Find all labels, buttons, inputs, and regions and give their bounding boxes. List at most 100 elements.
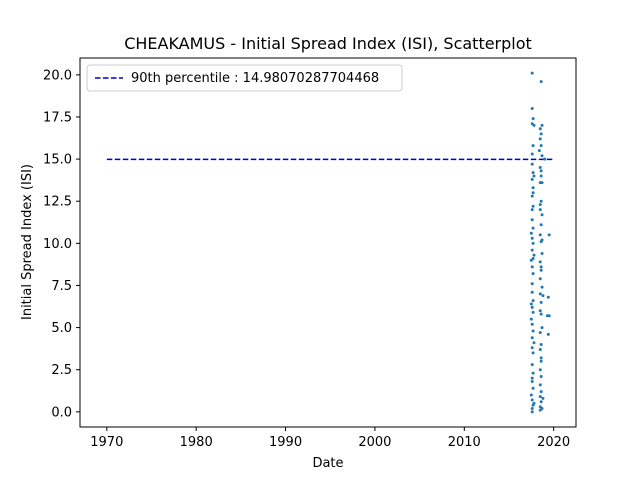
data-point [530,162,534,166]
data-point [540,181,544,185]
data-point [532,253,536,257]
data-point [531,329,535,333]
y-tick-label: 10.0 [43,237,72,252]
data-point [530,71,534,75]
data-point [546,332,550,336]
data-point [531,204,535,208]
data-point [538,233,542,237]
data-point [539,144,543,148]
data-point [543,157,547,161]
y-tick-label: 2.5 [51,363,72,378]
data-point [531,117,535,121]
data-point [531,191,535,195]
legend-label: 90th percentile : 14.98070287704468 [131,71,379,86]
data-point [538,137,542,141]
data-point [532,341,536,345]
data-point [539,199,543,203]
data-point [530,363,534,367]
data-point [539,80,543,84]
y-tick-label: 5.0 [51,321,72,336]
data-point [539,400,543,404]
data-point [539,390,543,394]
data-point [538,368,542,372]
x-tick-label: 1970 [90,435,123,450]
data-point [540,326,544,330]
y-tick-label: 17.5 [43,110,72,125]
data-point [541,396,545,400]
data-point [531,241,535,245]
data-point [530,152,534,156]
x-tick-label: 1980 [180,435,213,450]
x-axis: 1970 1980 1990 2000 2010 2020 [90,427,570,450]
data-point [530,322,534,326]
data-point [539,359,543,363]
data-point [529,302,533,306]
data-point [530,380,534,384]
x-tick-label: 2020 [537,435,570,450]
data-point [540,123,544,127]
data-point [540,251,544,255]
data-point [531,171,535,175]
y-tick-label: 20.0 [43,68,72,83]
data-point [547,233,551,237]
data-point [531,144,535,148]
data-point [538,395,542,399]
data-point [540,238,544,242]
data-point [538,203,542,207]
data-point [530,236,534,240]
data-point [529,393,533,397]
data-point [539,169,543,173]
data-point [531,351,535,355]
y-axis-label: Initial Spread Index (ISI) [20,164,35,320]
legend: 90th percentile : 14.98070287704468 [86,64,403,92]
data-point [529,317,533,321]
data-point [531,272,535,276]
data-point [539,132,543,136]
data-point [530,346,534,350]
x-axis-label: Date [312,456,343,471]
data-point [546,295,550,299]
y-tick-label: 15.0 [43,153,72,168]
data-point [532,123,536,127]
data-point [539,374,543,378]
x-tick-label: 2000 [358,435,391,450]
data-point [539,342,543,346]
data-point [540,213,544,217]
data-point [539,312,543,316]
x-tick-label: 1990 [269,435,302,450]
data-point [538,331,542,335]
data-point [530,305,534,309]
data-point [532,174,536,178]
data-point [538,292,542,296]
data-point [531,226,535,230]
data-point [531,371,535,375]
data-point [539,223,543,227]
data-point [539,356,543,360]
data-point [540,154,544,158]
data-point [539,265,543,269]
y-tick-label: 12.5 [43,195,72,210]
data-point [538,309,542,313]
data-point [538,127,542,131]
data-point [532,401,536,405]
data-point [530,282,534,286]
data-point [539,268,543,272]
data-point [530,218,534,222]
data-point [539,300,543,304]
data-point [530,398,534,402]
data-point [538,347,542,351]
legend-box [86,64,403,92]
data-point [530,265,534,269]
y-axis: 0.0 2.5 5.0 7.5 10.0 12.5 15.0 17.5 20.0 [43,68,80,420]
data-point [541,294,545,298]
data-point [547,314,551,318]
x-tick-label: 2010 [448,435,481,450]
data-point [540,285,544,289]
data-point [530,177,534,181]
data-point [538,260,542,264]
axes-frame [79,57,577,428]
plot-area [106,71,554,414]
data-point [530,248,534,252]
y-tick-label: 0.0 [51,405,72,420]
data-point [530,336,534,340]
